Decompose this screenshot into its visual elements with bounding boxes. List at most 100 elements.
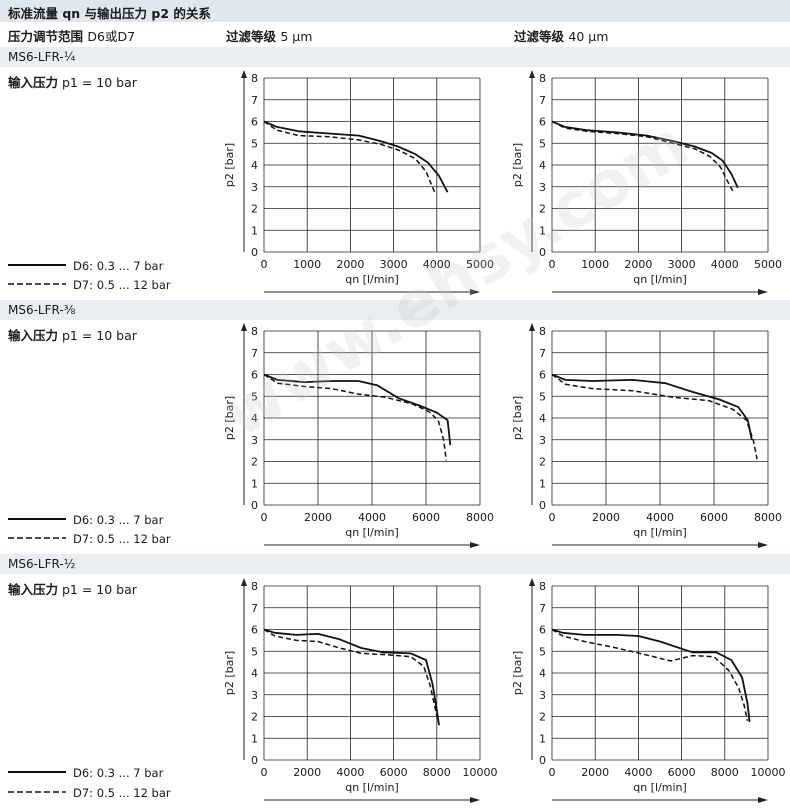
x-tick-label: 4000 <box>711 258 739 271</box>
x-arrow-head <box>758 797 768 803</box>
y-tick-label: 8 <box>539 72 546 85</box>
y-tick-label: 0 <box>539 754 546 767</box>
x-tick-label: 0 <box>549 766 556 779</box>
x-arrow-head <box>758 289 768 295</box>
y-tick-label: 0 <box>251 499 258 512</box>
x-axis-label: qn [l/min] <box>633 526 687 539</box>
x-tick-label: 5000 <box>754 258 782 271</box>
y-tick-label: 0 <box>539 499 546 512</box>
y-tick-label: 3 <box>251 181 258 194</box>
y-tick-label: 5 <box>251 645 258 658</box>
y-tick-label: 0 <box>251 246 258 259</box>
y-tick-label: 6 <box>251 116 258 129</box>
y-tick-label: 6 <box>539 624 546 637</box>
section-name: MS6-LFR-½ <box>8 557 76 571</box>
filter-label: 过滤等级 <box>514 29 565 44</box>
y-tick-label: 5 <box>251 390 258 403</box>
x-arrow-head <box>470 289 480 295</box>
series-d7-line <box>263 120 436 193</box>
x-tick-label: 2000 <box>624 258 652 271</box>
y-tick-label: 8 <box>251 325 258 338</box>
x-axis-label: qn [l/min] <box>345 273 399 286</box>
y-tick-label: 0 <box>251 754 258 767</box>
y-tick-label: 5 <box>251 137 258 150</box>
section-band: MS6-LFR-⅜ <box>0 300 790 320</box>
x-tick-label: 8000 <box>754 511 782 524</box>
y-tick-label: 7 <box>539 347 546 360</box>
y-tick-label: 8 <box>539 325 546 338</box>
chart-lfr-threeeighth-40um: 0 1 2 3 4 5 6 7 8 0 2000 4000 6000 8000 qn [l/min] p2 [… <box>511 323 782 548</box>
section-band: MS6-LFR-¼ <box>0 47 790 67</box>
legend-d6-label: D6: 0.3 ... 7 bar <box>73 259 164 273</box>
y-tick-label: 6 <box>251 624 258 637</box>
legend-d6-label: D6: 0.3 ... 7 bar <box>73 513 164 527</box>
x-tick-label: 4000 <box>624 766 652 779</box>
y-tick-label: 4 <box>251 159 258 172</box>
title-bar: 标准流量 qn 与输出压力 p2 的关系 <box>0 0 790 22</box>
x-tick-label: 4000 <box>336 766 364 779</box>
y-tick-label: 6 <box>539 116 546 129</box>
solid-line-swatch <box>8 771 66 773</box>
y-tick-label: 4 <box>251 667 258 680</box>
series-d6-line <box>263 120 449 193</box>
y-tick-label: 4 <box>539 667 546 680</box>
x-tick-label: 3000 <box>668 258 696 271</box>
y-tick-label: 8 <box>251 580 258 593</box>
x-tick-label: 2000 <box>336 258 364 271</box>
chart-lfr-half-40um: 0 1 2 3 4 5 6 7 8 0 2000 4000 6000 8000 10000 qn [l/min… <box>511 578 786 803</box>
y-arrow-head <box>241 578 247 586</box>
series-d6-line <box>551 120 739 189</box>
section-name: MS6-LFR-¼ <box>8 50 76 64</box>
x-arrow-head <box>470 542 480 548</box>
x-axis-label: qn [l/min] <box>633 781 687 794</box>
chart-lfr-threeeighth-5um: 0 1 2 3 4 5 6 7 8 0 2000 4000 6000 8000 qn [l/min] p2 [… <box>223 323 494 548</box>
y-tick-label: 3 <box>539 689 546 702</box>
x-tick-label: 2000 <box>293 766 321 779</box>
x-tick-label: 0 <box>549 258 556 271</box>
x-axis-label: qn [l/min] <box>345 526 399 539</box>
series-d6-line <box>551 373 753 440</box>
y-tick-label: 7 <box>251 94 258 107</box>
y-tick-label: 6 <box>539 369 546 382</box>
y-tick-label: 2 <box>251 456 258 469</box>
input-pressure-value: p1 = 10 bar <box>62 582 137 597</box>
y-tick-label: 8 <box>539 580 546 593</box>
range-label: 压力调节范围 <box>8 29 84 44</box>
series-d7-line <box>551 120 735 193</box>
y-tick-label: 1 <box>539 732 546 745</box>
x-tick-label: 0 <box>261 766 268 779</box>
chart-lfr-half-5um: 0 1 2 3 4 5 6 7 8 0 2000 4000 6000 8000 10000 qn [l/min… <box>223 578 498 803</box>
dashed-line-swatch <box>8 537 66 539</box>
input-pressure-label: 输入压力 <box>8 582 59 597</box>
section-band: MS6-LFR-½ <box>0 554 790 574</box>
filter-label: 过滤等级 <box>226 29 277 44</box>
y-tick-label: 5 <box>539 137 546 150</box>
x-tick-label: 0 <box>261 258 268 271</box>
x-axis-label: qn [l/min] <box>633 273 687 286</box>
page-title: 标准流量 qn 与输出压力 p2 的关系 <box>8 6 211 21</box>
filter-header-5: 过滤等级 5 μm <box>226 26 312 45</box>
y-tick-label: 3 <box>539 181 546 194</box>
series-d6-line <box>551 628 751 723</box>
y-tick-label: 4 <box>251 412 258 425</box>
legend-d7-label: D7: 0.5 ... 12 bar <box>73 532 171 546</box>
solid-line-swatch <box>8 518 66 520</box>
y-arrow-head <box>241 70 247 78</box>
y-tick-label: 1 <box>251 732 258 745</box>
x-arrow-head <box>470 797 480 803</box>
input-pressure: 输入压力 p1 = 10 bar <box>8 325 137 344</box>
y-tick-label: 5 <box>539 645 546 658</box>
x-tick-label: 3000 <box>380 258 408 271</box>
input-pressure: 输入压力 p1 = 10 bar <box>8 72 137 91</box>
x-tick-label: 8000 <box>466 511 494 524</box>
y-tick-label: 1 <box>251 477 258 490</box>
x-tick-label: 1000 <box>293 258 321 271</box>
y-arrow-head <box>529 323 535 331</box>
x-tick-label: 4000 <box>423 258 451 271</box>
x-tick-label: 8000 <box>711 766 739 779</box>
y-tick-label: 3 <box>539 434 546 447</box>
x-tick-label: 2000 <box>581 766 609 779</box>
x-tick-label: 5000 <box>466 258 494 271</box>
y-tick-label: 2 <box>251 711 258 724</box>
dashed-line-swatch <box>8 791 66 793</box>
